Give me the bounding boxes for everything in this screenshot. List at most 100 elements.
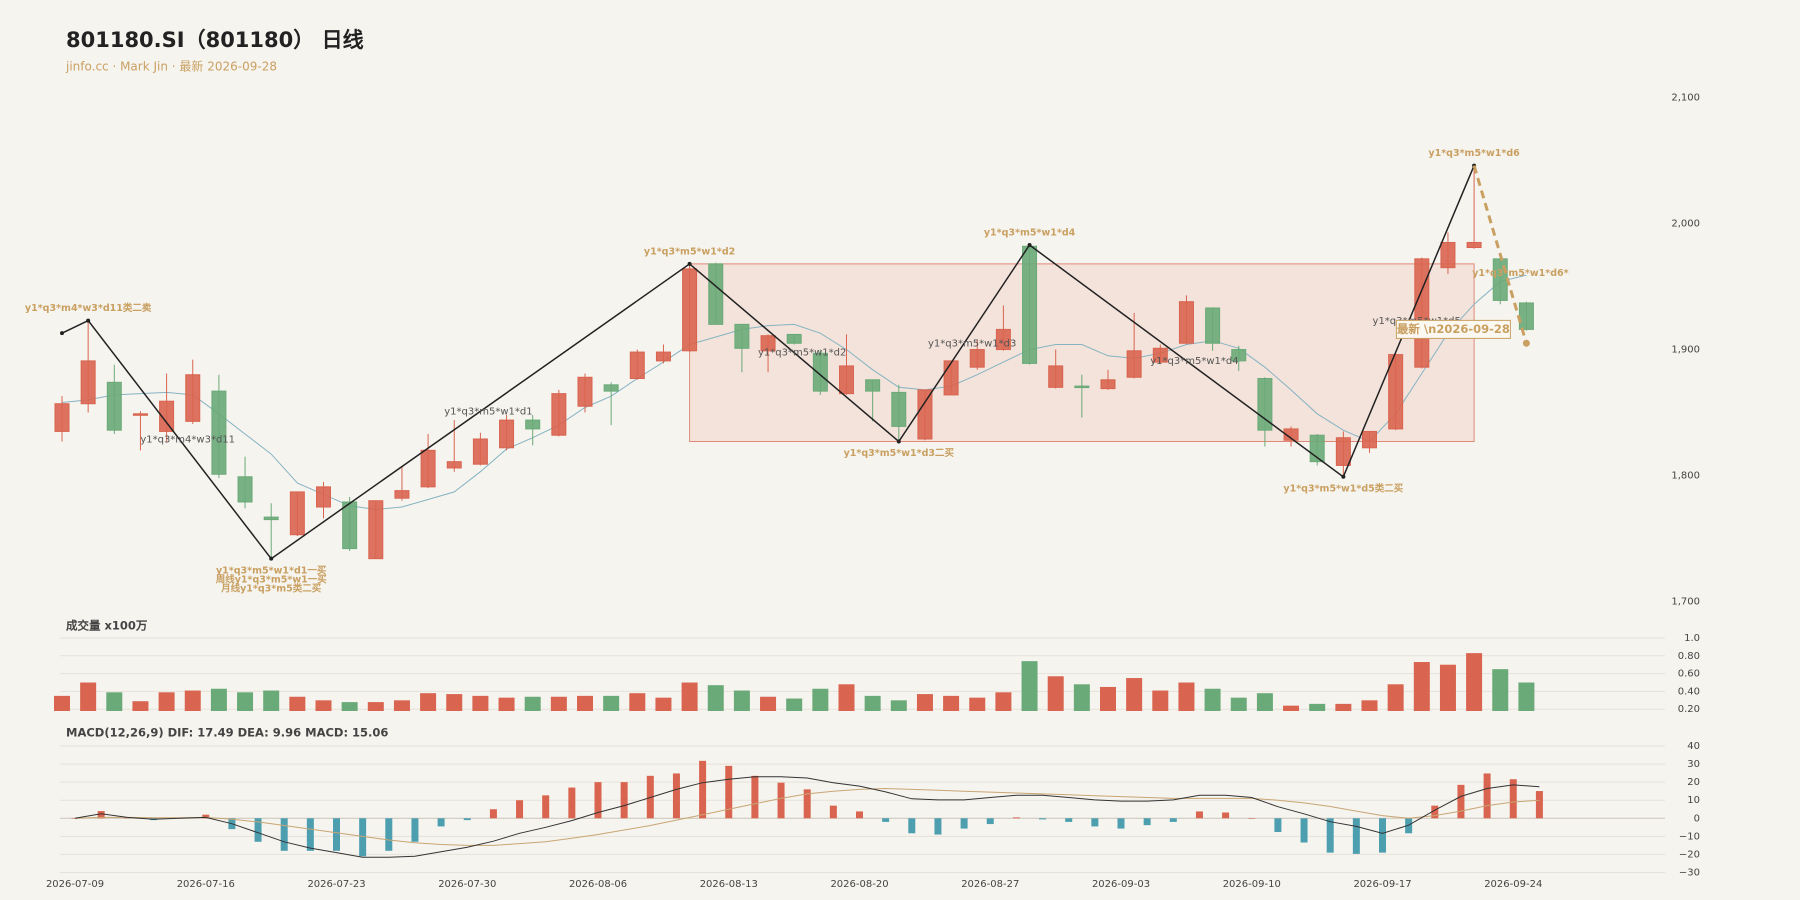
volume-bar <box>237 692 254 711</box>
latest-box <box>1395 319 1511 339</box>
candle-body <box>106 381 122 431</box>
candle-body <box>159 400 175 432</box>
x-tick-label: 2026-09-24 <box>1484 879 1542 890</box>
candle-body <box>1126 350 1142 378</box>
volume-bar <box>655 697 672 711</box>
volume-bar <box>1230 697 1247 711</box>
pivot-label: y1*q3*m4*w3*d11类二卖 <box>25 302 152 314</box>
volume-bar <box>1466 653 1483 711</box>
macd-bar <box>1405 818 1413 834</box>
y-tick-label: 0 <box>1694 813 1700 824</box>
pivot-point <box>1027 242 1032 247</box>
volume-bar <box>498 697 515 711</box>
macd-bar <box>856 811 863 819</box>
x-tick-label: 2026-08-20 <box>830 879 888 890</box>
volume-bar <box>446 694 463 711</box>
candle-body <box>420 449 436 488</box>
x-tick-label: 2026-07-09 <box>46 879 104 890</box>
volume-bar <box>969 697 986 711</box>
y-tick-label: 1,700 <box>1671 597 1700 608</box>
candle-body <box>1048 365 1064 388</box>
candle-body <box>865 379 881 392</box>
volume-bar <box>54 695 70 711</box>
macd-bar <box>542 795 550 819</box>
candle-body <box>80 360 96 405</box>
y-tick-label: 1,900 <box>1671 345 1700 356</box>
x-tick-label: 2026-07-30 <box>438 879 496 890</box>
volume-bar <box>1335 703 1352 711</box>
y-tick-label: 2,100 <box>1671 93 1700 104</box>
macd-bar <box>960 818 968 829</box>
dea-line <box>74 787 1540 846</box>
candle-body <box>708 263 724 325</box>
volume-bar <box>943 695 960 711</box>
volume-bar <box>1021 661 1038 711</box>
pivot-label: y1*q3*m5*w1*d6 <box>1428 148 1520 159</box>
volume-bar <box>995 692 1012 711</box>
macd-bar <box>1065 818 1073 822</box>
macd-bar <box>1143 818 1151 826</box>
candle-body <box>682 268 698 352</box>
pivot-label: y1*q3*m5*w1*d1一买周线y1*q3*m5*w1一买月线y1*q3*m… <box>216 565 328 594</box>
macd-bar <box>672 773 680 819</box>
macd-bar <box>437 818 445 827</box>
candle-body <box>786 333 802 344</box>
pivot-point <box>60 331 64 336</box>
volume-bar <box>420 693 437 711</box>
x-tick-label: 2026-09-03 <box>1092 879 1150 890</box>
volume-bar <box>367 702 384 711</box>
macd-bar <box>1535 791 1543 819</box>
pivot-label: y1*q3*m5*w1*d2 <box>644 246 735 257</box>
volume-bar <box>1309 703 1326 711</box>
candle-body <box>211 390 227 475</box>
volume-bar <box>158 692 175 711</box>
candle-body <box>1492 258 1508 301</box>
candle-body <box>1283 428 1299 441</box>
volume-bar <box>1047 676 1064 711</box>
volume-bar <box>1100 686 1116 711</box>
macd-bar <box>280 818 288 851</box>
candle-body <box>839 365 854 395</box>
candle-body <box>1205 307 1221 344</box>
segment-label: y1*q3*m5*w1*d1 <box>444 406 532 417</box>
volume-bar <box>184 690 201 711</box>
volume-bar <box>1073 684 1090 711</box>
candle-body <box>472 438 488 465</box>
candle-body <box>237 476 253 503</box>
zigzag-line <box>61 165 1475 560</box>
macd-bar <box>1300 818 1308 843</box>
forecast-point <box>1522 339 1530 347</box>
segment-label: y1*q3*m4*w3*d11 <box>140 435 235 446</box>
forecast-label: y1*q3*m5*w1*d6* <box>1472 268 1568 279</box>
pivot-label: y1*q3*m5*w1*d3二买 <box>844 448 955 459</box>
candle-body <box>499 419 515 449</box>
macd-bar <box>777 782 785 819</box>
volume-bar <box>890 700 907 711</box>
volume-bar <box>786 698 803 711</box>
macd-bar <box>385 818 393 851</box>
panel-title: 成交量 x100万 <box>66 619 148 633</box>
candle-body <box>760 335 776 352</box>
candle-body <box>917 389 933 440</box>
candle-body <box>1152 347 1168 363</box>
candle-body <box>603 384 619 392</box>
y-tick-label: 20 <box>1687 777 1700 788</box>
candle-body <box>54 403 70 432</box>
macd-bar <box>1195 811 1203 819</box>
candle-body <box>577 376 593 407</box>
macd-bar <box>751 775 759 819</box>
volume-bar <box>1256 693 1273 711</box>
y-tick-label: −30 <box>1679 868 1700 879</box>
macd-bar <box>829 805 837 819</box>
dif-line <box>74 776 1540 858</box>
macd-bar <box>1248 818 1256 819</box>
macd-bar <box>463 818 471 821</box>
y-tick-label: −10 <box>1679 831 1700 842</box>
macd-bar <box>594 782 602 819</box>
segment-label: y1*q3*m5*w1*d4 <box>1150 356 1238 367</box>
pivot-point <box>896 439 901 444</box>
volume-bar <box>106 692 123 711</box>
volume-bar <box>263 690 280 711</box>
candle-body <box>629 351 645 380</box>
